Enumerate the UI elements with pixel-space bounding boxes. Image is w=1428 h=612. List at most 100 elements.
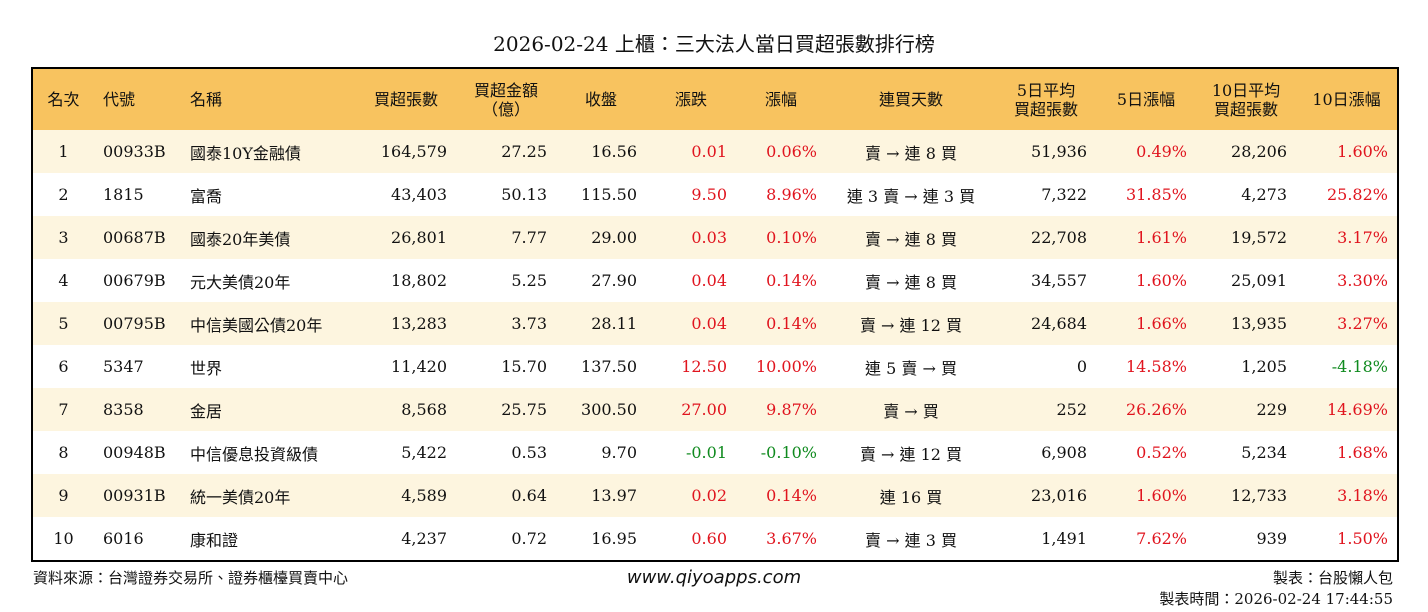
table-cell: 6 [58,357,69,376]
table-row: 3 00687B 國泰20年美債 26,801 7.77 29.00 0.03 0.10% 賣 … [32,216,1398,259]
table-cell: 0 [1076,357,1087,376]
table-cell: 9.50 [691,185,727,204]
table-cell: 0.04 [646,302,736,345]
table-cell: 25.82% [1326,185,1388,204]
table-cell: 0.01 [646,130,736,173]
table-head: 名次 代號 名稱 買超張數 買超金額 （億） 收盤 漲跌 漲幅 連買天數 5日平均 買超張數 5日漲… [32,68,1398,130]
table-cell: 賣 → 買 [826,388,996,431]
table-cell: 939 [1256,529,1287,548]
table-cell: 0.14% [736,302,826,345]
table-row: 4 00679B 元大美債20年 18,802 5.25 27.90 0.04 0.14% 賣 … [32,259,1398,302]
table-cell: 3.30% [1337,271,1388,290]
table-cell: 康和證 [190,530,239,550]
table-cell: 8358 [94,388,181,431]
table-cell: 1.61% [1096,216,1196,259]
table-cell: 50.13 [501,185,547,204]
table-cell: 0.72 [511,529,547,548]
table-cell: 5,234 [1241,443,1287,462]
table-cell: 0.52% [1136,443,1187,462]
table-cell: 22,708 [996,216,1096,259]
table-cell: 300.50 [556,388,646,431]
table-cell: 1.60% [1096,474,1196,517]
table-row: 5 00795B 中信美國公債20年 13,283 3.73 28.11 0.04 0.14%… [32,302,1398,345]
table-cell: 9 [32,474,94,517]
table-cell: 0.03 [646,216,736,259]
table-cell: 3.73 [456,302,556,345]
column-header: 連買天數 [826,68,996,130]
table-cell: 統一美債20年 [181,474,356,517]
table-cell: 1 [32,130,94,173]
column-header: 收盤 [556,68,646,130]
table-cell: 3 [32,216,94,259]
table-cell: 00795B [94,302,181,345]
table-row: 2 1815 富喬 43,403 50.13 115.50 9.50 8.96% 連 3 賣 →… [32,173,1398,216]
table-cell: 國泰10Y金融債 [181,130,356,173]
table-cell: 164,579 [356,130,456,173]
column-header: 漲幅 [736,68,826,130]
table-cell: 27.90 [591,271,637,290]
table-cell: 2 [58,185,69,204]
table-cell: 賣 → 連 3 買 [865,530,957,550]
table-cell: 27.00 [646,388,736,431]
header-row: 名次 代號 名稱 買超張數 買超金額 （億） 收盤 漲跌 漲幅 連買天數 5日平均 買超張數 5日漲… [32,68,1398,130]
table-cell: 0.14% [766,271,817,290]
table-cell: 25.75 [456,388,556,431]
column-header: 10日漲幅 [1296,68,1398,130]
table-cell: 0.04 [691,271,727,290]
table-cell: 3.17% [1296,216,1398,259]
table-cell: 26,801 [356,216,456,259]
table-cell: 3.67% [766,529,817,548]
source: 資料來源：台灣證券交易所、證券櫃檯買賣中心 [33,569,349,587]
table-cell: 229 [1196,388,1296,431]
made-time: 製表時間：2026-02-24 17:44:55 [1159,590,1393,608]
column-header: 買超金額 （億） [456,68,556,130]
table-cell: 賣 → 連 8 買 [826,130,996,173]
table-cell: 1,205 [1241,357,1287,376]
table-cell: 28.11 [556,302,646,345]
column-header: 5日漲幅 [1096,68,1196,130]
maker: 製表：台股懶人包 [1272,569,1393,587]
table-cell: 27.25 [456,130,556,173]
table-cell: 15.70 [501,357,547,376]
table-cell: 0.10% [736,216,826,259]
table-cell: 1.66% [1096,302,1196,345]
table-row: 6 5347 世界 11,420 15.70 137.50 12.50 10.00% 連 5 賣… [32,345,1398,388]
table-cell: 10.00% [755,357,817,376]
column-header: 5日平均 買超張數 [996,68,1096,130]
title: 2026-02-24 上櫃：三大法人當日買超張數排行榜 [493,32,935,56]
table-cell: -0.01 [685,443,727,462]
table-cell: 0.64 [456,474,556,517]
table-cell: 4,237 [401,529,447,548]
table-cell: 115.50 [581,185,637,204]
table-cell: 7.77 [456,216,556,259]
column-header: 名稱 [181,68,356,130]
table-cell: 0.49% [1096,130,1196,173]
table-row: 9 00931B 統一美債20年 4,589 0.64 13.97 0.02 0.14% 連 1… [32,474,1398,517]
column-header: 10日平均 買超張數 [1196,68,1296,130]
table-cell: 1.68% [1337,443,1388,462]
table-cell: 9.70 [601,443,637,462]
table-cell: 富喬 [190,186,223,206]
table-cell: 14.69% [1296,388,1398,431]
table-cell: 5.25 [511,271,547,290]
table-cell: -4.18% [1331,357,1388,376]
table-cell: 19,572 [1196,216,1296,259]
table-row: 8 00948B 中信優息投資級債 5,422 0.53 9.70 -0.01 -0.10% 賣… [32,431,1398,474]
table-cell: 中信美國公債20年 [181,302,356,345]
website: www.qiyoapps.com [626,567,802,588]
table-cell: 8,568 [356,388,456,431]
table-cell: 金居 [181,388,356,431]
table-cell: 賣 → 連 12 買 [826,302,996,345]
table-cell: 1,491 [1041,529,1087,548]
table-cell: 11,420 [391,357,447,376]
table-cell: 137.50 [581,357,637,376]
table-cell: 16.56 [556,130,646,173]
table-cell: 5347 [103,357,144,376]
table-row: 7 8358 金居 8,568 25.75 300.50 27.00 9.87% 賣 → 買 25… [32,388,1398,431]
table-cell: 0.14% [736,474,826,517]
table-cell: 世界 [190,358,223,378]
table-cell: 00933B [94,130,181,173]
table-cell: 18,802 [391,271,447,290]
table-cell: 賣 → 連 12 買 [859,444,963,464]
